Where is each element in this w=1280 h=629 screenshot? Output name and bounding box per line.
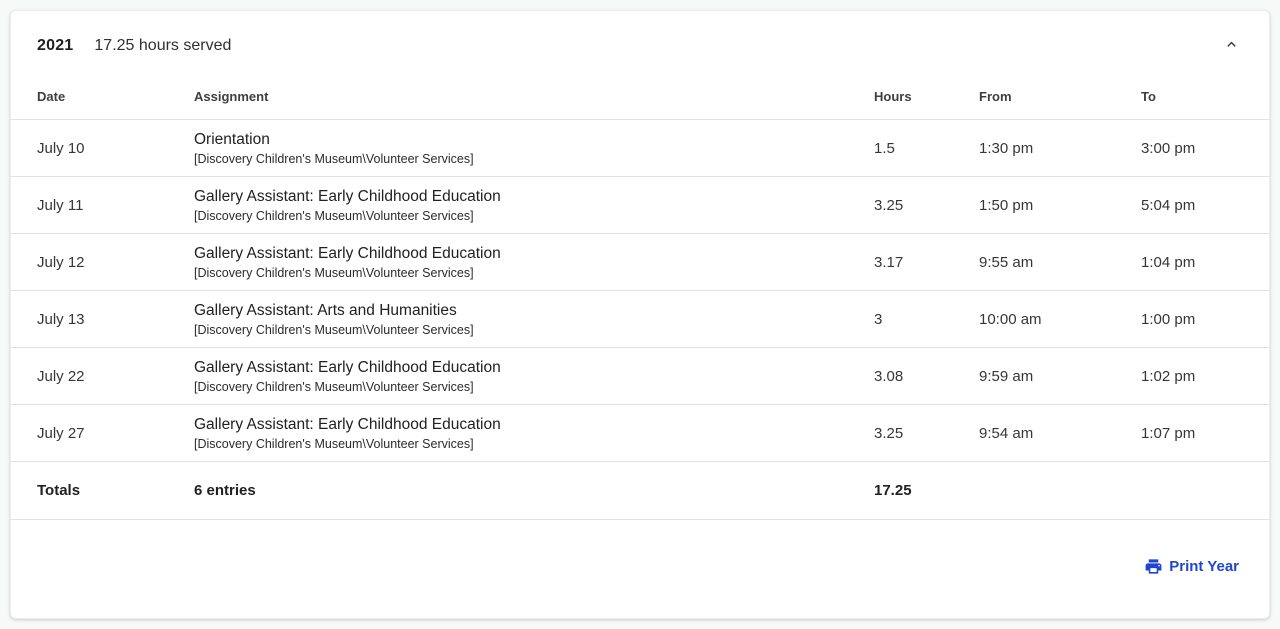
row-to: 5:04 pm [1141,196,1196,214]
row-assignment: Gallery Assistant: Early Childhood Educa… [194,243,874,282]
row-date: July 22 [37,367,85,385]
card-footer: Print Year [11,520,1269,618]
row-from: 1:50 pm [979,196,1034,214]
table-header-row: Date Assignment Hours From To [11,57,1269,120]
printer-icon [1144,557,1163,576]
year-summary-card: 2021 17.25 hours served Date Assignment … [10,10,1270,619]
totals-row: Totals 6 entries 17.25 [11,462,1269,520]
assignment-title: Gallery Assistant: Arts and Humanities [194,301,457,319]
row-assignment: Gallery Assistant: Early Childhood Educa… [194,414,874,453]
row-date: July 10 [37,139,85,157]
column-header-date: Date [37,89,66,104]
row-date: July 13 [37,310,85,328]
table-row: July 10 Orientation [Discovery Children'… [11,120,1269,177]
row-date: July 11 [37,196,84,214]
table-row: July 13 Gallery Assistant: Arts and Huma… [11,291,1269,348]
assignment-title: Gallery Assistant: Early Childhood Educa… [194,187,501,205]
chevron-up-icon [1223,36,1240,56]
assignment-detail: [Discovery Children's Museum\Volunteer S… [194,265,474,280]
row-date: July 27 [37,424,85,442]
assignment-title: Gallery Assistant: Early Childhood Educa… [194,244,501,262]
row-assignment: Gallery Assistant: Early Childhood Educa… [194,357,874,396]
row-hours: 3.25 [874,196,904,214]
row-date: July 12 [37,253,85,271]
row-hours: 3 [874,310,883,328]
column-header-assignment: Assignment [194,89,269,104]
assignment-title: Gallery Assistant: Early Childhood Educa… [194,358,501,376]
row-from: 9:59 am [979,367,1034,385]
table-row: July 27 Gallery Assistant: Early Childho… [11,405,1269,462]
row-from: 1:30 pm [979,139,1034,157]
column-header-to: To [1141,89,1156,104]
table-row: July 22 Gallery Assistant: Early Childho… [11,348,1269,405]
collapse-section-button[interactable] [1219,34,1243,58]
assignment-detail: [Discovery Children's Museum\Volunteer S… [194,208,474,223]
assignment-title: Orientation [194,130,270,148]
row-hours: 1.5 [874,139,895,157]
table-row: July 11 Gallery Assistant: Early Childho… [11,177,1269,234]
row-hours: 3.17 [874,253,904,271]
row-assignment: Gallery Assistant: Early Childhood Educa… [194,186,874,225]
column-header-hours: Hours [874,89,912,104]
column-header-from: From [979,89,1012,104]
year-header: 2021 17.25 hours served [11,11,1269,57]
assignment-title: Gallery Assistant: Early Childhood Educa… [194,415,501,433]
totals-entries: 6 entries [194,482,256,499]
print-year-label: Print Year [1169,557,1239,575]
row-to: 1:02 pm [1141,367,1196,385]
row-hours: 3.25 [874,424,904,442]
row-from: 9:55 am [979,253,1034,271]
assignment-detail: [Discovery Children's Museum\Volunteer S… [194,322,474,337]
row-to: 1:04 pm [1141,253,1196,271]
table-row: July 12 Gallery Assistant: Early Childho… [11,234,1269,291]
assignment-detail: [Discovery Children's Museum\Volunteer S… [194,151,474,166]
assignment-detail: [Discovery Children's Museum\Volunteer S… [194,436,474,451]
row-to: 3:00 pm [1141,139,1196,157]
row-to: 1:00 pm [1141,310,1196,328]
print-year-link[interactable]: Print Year [1144,557,1239,576]
row-assignment: Gallery Assistant: Arts and Humanities [… [194,300,874,339]
totals-hours: 17.25 [874,482,912,499]
row-hours: 3.08 [874,367,904,385]
totals-label: Totals [37,482,81,499]
hours-served-label: 17.25 hours served [94,37,232,54]
row-from: 9:54 am [979,424,1034,442]
year-label: 2021 [37,37,74,54]
row-to: 1:07 pm [1141,424,1196,442]
row-from: 10:00 am [979,310,1042,328]
assignment-detail: [Discovery Children's Museum\Volunteer S… [194,379,474,394]
row-assignment: Orientation [Discovery Children's Museum… [194,129,874,168]
